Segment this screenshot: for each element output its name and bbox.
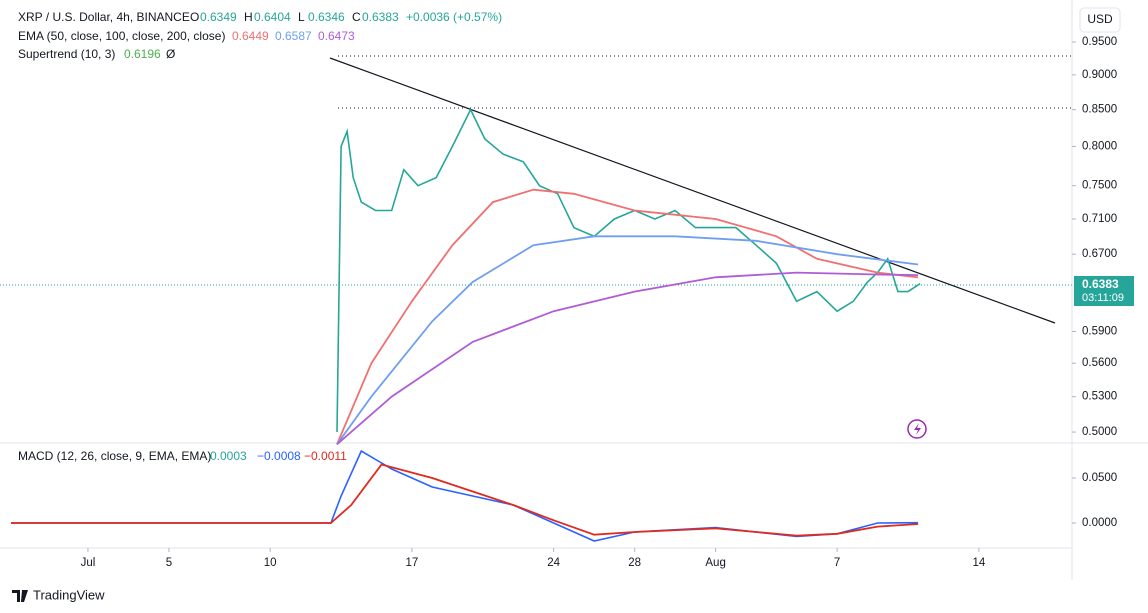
brand-logo — [12, 590, 28, 602]
x-tick-label: Jul — [81, 557, 96, 569]
x-tick-label: 28 — [628, 557, 641, 569]
x-tick-label: 5 — [166, 557, 172, 569]
series-line — [336, 271, 919, 445]
brand: TradingView — [33, 587, 105, 602]
macd-value: −0.0011 — [304, 449, 347, 463]
x-tick-label: 10 — [264, 557, 277, 569]
alert-icon[interactable] — [907, 419, 927, 439]
trend-line — [329, 57, 1056, 324]
series-line — [336, 107, 921, 433]
y-tick-label: 0.8000 — [1082, 140, 1117, 152]
series-line — [11, 463, 919, 537]
change: +0.0036 (+0.57%) — [406, 10, 502, 24]
y-tick-label: 0.0000 — [1082, 517, 1117, 529]
y-tick-label: 0.8500 — [1082, 104, 1117, 116]
y-tick-label: 0.9000 — [1082, 69, 1117, 81]
alert-bolt — [914, 423, 921, 435]
ema-label: EMA (50, close, 100, close, 200, close) — [18, 29, 225, 43]
ohlc-value: 0.6383 — [362, 10, 399, 24]
y-tick-label: 0.0500 — [1082, 472, 1117, 484]
x-tick-label: 17 — [406, 557, 419, 569]
currency-button[interactable] — [1079, 7, 1121, 33]
price-tag-bg — [1074, 276, 1134, 306]
supertrend-value: 0.6196 — [124, 47, 161, 61]
ohlc-key: H — [244, 10, 253, 24]
legend-symbol: XRP / U.S. Dollar, 4h, BINANCE — [18, 10, 190, 24]
x-tick-label: 24 — [547, 557, 560, 569]
macd-value: 0.0003 — [210, 449, 247, 463]
ohlc-legend: O 0.6349 H 0.6404 L 0.6346 C 0.6383 +0.0036 (+0.… — [190, 10, 502, 24]
ohlc-value: 0.6346 — [308, 10, 345, 24]
supertrend-icon: Ø — [166, 47, 175, 61]
countdown: 03:11:09 — [1082, 292, 1124, 304]
ohlc-key: O — [190, 10, 199, 24]
macd-value: −0.0008 — [257, 449, 301, 463]
series-line — [336, 235, 919, 445]
y-tick-label: 0.7100 — [1082, 213, 1117, 225]
y-tick-label: 0.5300 — [1082, 391, 1117, 403]
y-tick-label: 0.5900 — [1082, 326, 1117, 338]
y-tick-label: 0.5600 — [1082, 357, 1117, 369]
ema-value: 0.6473 — [318, 29, 355, 43]
ohlc-key: C — [352, 10, 361, 24]
ema-value: 0.6449 — [232, 29, 269, 43]
x-tick-label: 7 — [834, 557, 840, 569]
plots — [11, 107, 921, 542]
y-tick-label: 0.5000 — [1082, 426, 1117, 438]
ohlc-value: 0.6404 — [254, 10, 291, 24]
ohlc-value: 0.6349 — [200, 10, 237, 24]
y-tick-label: 0.9500 — [1082, 36, 1117, 48]
y-tick-label: 0.7500 — [1082, 180, 1117, 192]
price-tag: 0.6383 — [1082, 277, 1119, 291]
macd-label: MACD (12, 26, close, 9, EMA, EMA) — [18, 449, 211, 463]
x-tick-label: Aug — [705, 557, 725, 569]
ohlc-key: L — [298, 10, 305, 24]
series-line — [336, 188, 919, 445]
currency[interactable]: USD — [1087, 12, 1113, 26]
y-tick-label: 0.6700 — [1082, 248, 1117, 260]
supertrend-label: Supertrend (10, 3) — [18, 47, 115, 61]
x-tick-label: 14 — [972, 557, 985, 569]
ema-value: 0.6587 — [275, 29, 312, 43]
